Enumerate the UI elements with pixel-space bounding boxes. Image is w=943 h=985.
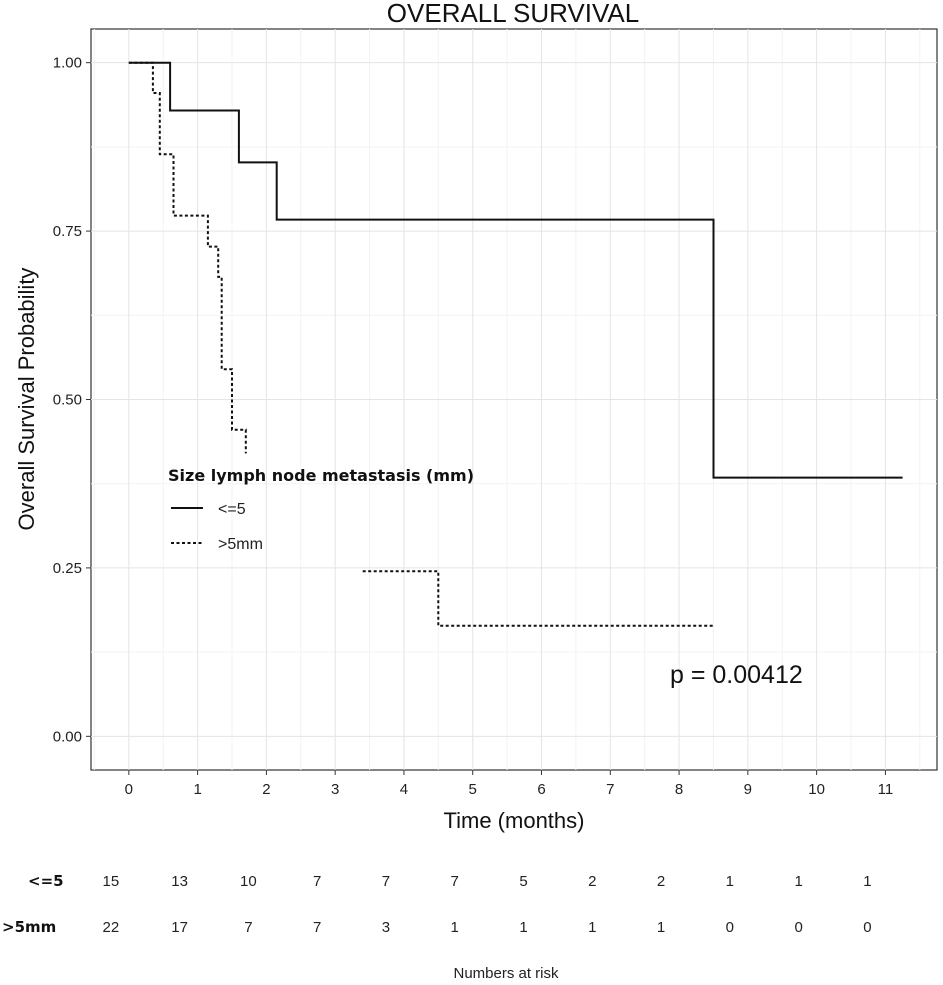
x-tick-label: 10 <box>808 781 825 798</box>
legend-label-le5: <=5 <box>218 501 246 518</box>
risk-value: 1 <box>863 873 871 890</box>
x-tick-label: 7 <box>606 781 614 798</box>
series-line-gt5mm <box>128 61 247 454</box>
legend: Size lymph node metastasis (mm) <=5 >5mm <box>168 466 474 553</box>
risk-value: 1 <box>726 873 734 890</box>
legend-title: Size lymph node metastasis (mm) <box>168 466 474 485</box>
y-axis-title: Overall Survival Probability <box>14 268 39 531</box>
series-line-le5 <box>128 61 903 479</box>
p-value-annotation: p = 0.00412 <box>670 661 803 689</box>
y-tick-label: 0.00 <box>53 728 82 745</box>
risk-value: 17 <box>171 919 188 936</box>
risk-value: 0 <box>863 919 871 936</box>
x-tick-label: 4 <box>400 781 408 798</box>
risk-value: 1 <box>588 919 596 936</box>
risk-value: 1 <box>451 919 459 936</box>
risk-value: 7 <box>244 919 252 936</box>
x-tick-label: 11 <box>878 781 894 798</box>
legend-label-gt5mm: >5mm <box>218 536 263 553</box>
x-axis-ticks: 0 1 2 3 4 5 6 7 8 9 10 11 <box>125 770 894 798</box>
risk-value: 2 <box>657 873 665 890</box>
x-tick-label: 1 <box>193 781 201 798</box>
risk-value: 2 <box>588 873 596 890</box>
x-tick-label: 0 <box>125 781 133 798</box>
x-tick-label: 6 <box>537 781 545 798</box>
y-tick-label: 0.25 <box>53 560 82 577</box>
series-lines <box>128 61 903 627</box>
x-axis-title: Time (months) <box>444 808 585 833</box>
x-tick-label: 2 <box>262 781 270 798</box>
risk-table-title: Numbers at risk <box>453 965 559 982</box>
risk-table: <=5 >5mm 15 13 10 7 7 7 5 2 2 1 1 122 17 7 7 3 1 1 1 1 0 0 0 N… <box>2 872 872 982</box>
risk-value: 5 <box>519 873 527 890</box>
y-tick-label: 1.00 <box>53 55 82 72</box>
risk-value: 7 <box>313 873 321 890</box>
risk-value: 7 <box>313 919 321 936</box>
y-axis-ticks: 0.00 0.25 0.50 0.75 1.00 <box>53 55 91 745</box>
risk-value: 13 <box>171 873 188 890</box>
risk-value: 3 <box>382 919 390 936</box>
risk-value: 15 <box>102 873 119 890</box>
risk-value: 1 <box>519 919 527 936</box>
risk-value: 1 <box>794 873 802 890</box>
x-tick-label: 3 <box>331 781 339 798</box>
chart-title: OVERALL SURVIVAL <box>387 0 639 28</box>
risk-value: 7 <box>451 873 459 890</box>
x-tick-label: 9 <box>744 781 752 798</box>
risk-value: 10 <box>240 873 257 890</box>
risk-value: 22 <box>102 919 119 936</box>
y-tick-label: 0.50 <box>53 392 82 409</box>
risk-value: 0 <box>794 919 802 936</box>
x-tick-label: 5 <box>469 781 477 798</box>
risk-value: 1 <box>657 919 665 936</box>
x-tick-label: 8 <box>675 781 683 798</box>
risk-value: 0 <box>726 919 734 936</box>
risk-row-label-gt5mm: >5mm <box>2 918 56 936</box>
risk-value: 7 <box>382 873 390 890</box>
risk-values: 15 13 10 7 7 7 5 2 2 1 1 122 17 7 7 3 1 1 1 1 0 0 0 <box>102 873 871 936</box>
y-tick-label: 0.75 <box>53 223 82 240</box>
risk-row-label-le5: <=5 <box>28 872 64 890</box>
